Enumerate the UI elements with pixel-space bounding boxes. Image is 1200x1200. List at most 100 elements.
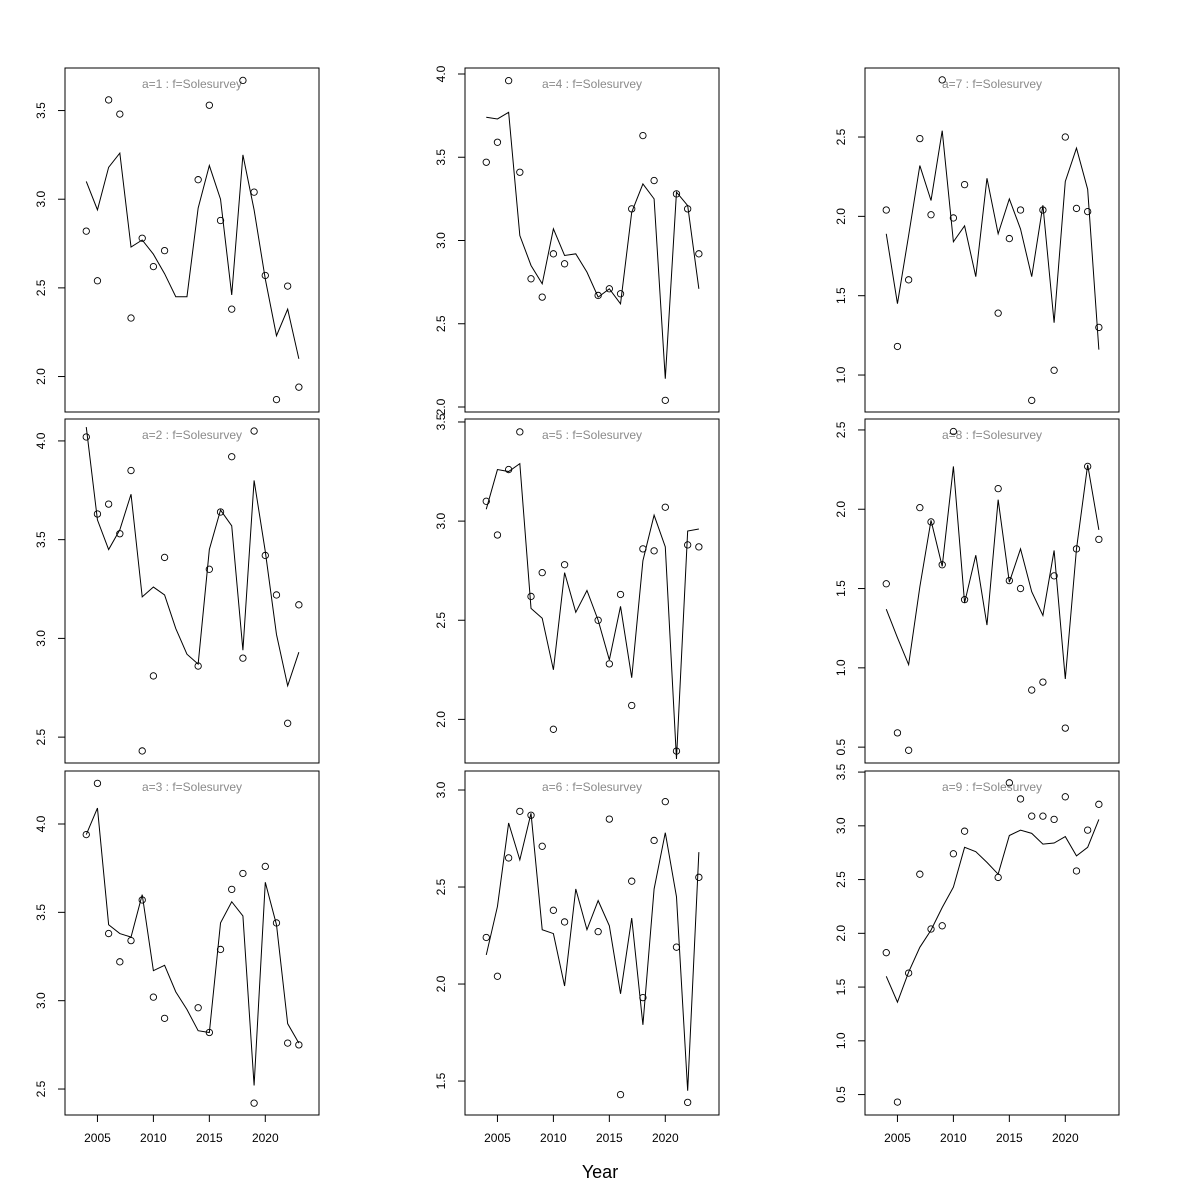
data-point <box>1016 795 1025 803</box>
data-point <box>882 580 890 588</box>
data-point <box>927 518 935 526</box>
data-point <box>272 395 281 404</box>
y-tick-label: 3.0 <box>834 817 848 834</box>
data-point <box>504 77 513 85</box>
y-tick-label: 4.0 <box>34 432 48 449</box>
y-tick-label: 2.0 <box>434 398 448 415</box>
y-tick-label: 2.5 <box>834 871 848 888</box>
data-point <box>893 342 902 351</box>
data-point <box>1095 323 1103 332</box>
data-point <box>661 798 669 806</box>
data-point <box>205 101 213 109</box>
data-point <box>960 827 969 835</box>
data-point <box>1061 793 1069 801</box>
data-point <box>228 305 236 313</box>
data-point <box>194 176 202 184</box>
data-point <box>93 779 102 788</box>
data-point <box>1005 779 1013 787</box>
data-point <box>594 291 602 300</box>
fitted-line <box>485 813 700 1091</box>
data-point <box>1005 576 1013 585</box>
data-point <box>516 807 524 816</box>
x-tick-label: 2010 <box>140 1131 167 1145</box>
data-point <box>493 138 502 146</box>
data-point <box>160 1014 169 1023</box>
x-tick-label: 2015 <box>596 1131 623 1145</box>
panel-title: a=3 : f=Solesurvey <box>142 780 242 794</box>
panel: a=9 : f=Solesurvey 0.5 1.0 1.5 2.0 2.5 3.0 3.5 2… <box>834 763 1120 1145</box>
data-point <box>228 453 236 461</box>
data-point <box>949 850 958 858</box>
data-point <box>538 293 546 301</box>
data-point <box>938 922 946 930</box>
data-point <box>695 250 703 258</box>
y-tick-label: 3.0 <box>34 992 48 1009</box>
data-point <box>661 396 669 404</box>
x-tick-label: 2020 <box>652 1131 679 1145</box>
data-point <box>949 427 958 436</box>
data-point <box>1028 686 1036 694</box>
y-tick-label: 2.0 <box>834 501 848 518</box>
data-point <box>616 290 625 298</box>
data-point <box>882 206 890 214</box>
data-point <box>1061 133 1069 141</box>
panel: a=4 : f=Solesurvey 2.0 2.5 3.0 3.5 4.0 <box>434 65 720 415</box>
data-point <box>549 725 558 733</box>
x-tick-label: 2005 <box>884 1131 911 1145</box>
data-point <box>938 76 946 84</box>
data-point <box>605 285 613 293</box>
data-point <box>549 250 558 258</box>
data-point <box>1039 812 1047 820</box>
x-axis-label: Year <box>582 1162 618 1182</box>
y-tick-label: 3.0 <box>434 512 448 529</box>
data-point <box>904 969 913 977</box>
y-tick-label: 2.0 <box>834 925 848 942</box>
data-point <box>493 531 502 539</box>
fitted-line <box>486 111 700 379</box>
data-point <box>250 1099 258 1107</box>
data-point <box>549 906 558 914</box>
data-point <box>949 214 958 222</box>
data-point <box>650 176 658 185</box>
plot-frame <box>864 418 1120 764</box>
x-tick-label: 2015 <box>996 1131 1023 1145</box>
data-point <box>295 601 303 609</box>
data-point <box>1095 800 1103 808</box>
data-point <box>160 246 169 255</box>
data-point <box>904 746 913 754</box>
y-tick-label: 2.5 <box>434 315 448 332</box>
y-tick-label: 3.5 <box>434 149 448 166</box>
data-point <box>927 211 935 219</box>
panel: a=3 : f=Solesurvey 2.5 3.0 3.5 4.0 2005 2010 20… <box>34 770 320 1145</box>
y-tick-label: 3.0 <box>34 191 48 208</box>
data-point <box>295 1041 303 1049</box>
fitted-line <box>85 427 300 688</box>
data-point <box>650 547 658 555</box>
data-point <box>493 972 502 980</box>
data-point <box>116 958 124 966</box>
data-point <box>284 1039 292 1047</box>
data-point <box>149 672 158 680</box>
data-point <box>1061 724 1069 732</box>
data-point <box>605 815 613 823</box>
data-point <box>1039 678 1047 686</box>
y-tick-label: 2.5 <box>834 128 848 145</box>
data-point <box>104 96 113 104</box>
data-point <box>1016 206 1025 214</box>
data-point <box>116 110 124 118</box>
data-point <box>960 180 969 189</box>
data-point <box>504 854 513 862</box>
data-point <box>904 276 913 284</box>
data-point <box>138 747 146 755</box>
y-tick-label: 0.5 <box>834 1086 848 1103</box>
y-tick-label: 1.5 <box>834 287 848 304</box>
y-tick-label: 2.5 <box>434 878 448 895</box>
x-tick-label: 2010 <box>540 1131 567 1145</box>
data-point <box>516 428 524 436</box>
fitted-line <box>85 151 300 359</box>
panel: a=5 : f=Solesurvey 2.0 2.5 3.0 3.5 <box>434 413 720 764</box>
data-point <box>516 168 524 176</box>
data-point <box>594 927 602 936</box>
